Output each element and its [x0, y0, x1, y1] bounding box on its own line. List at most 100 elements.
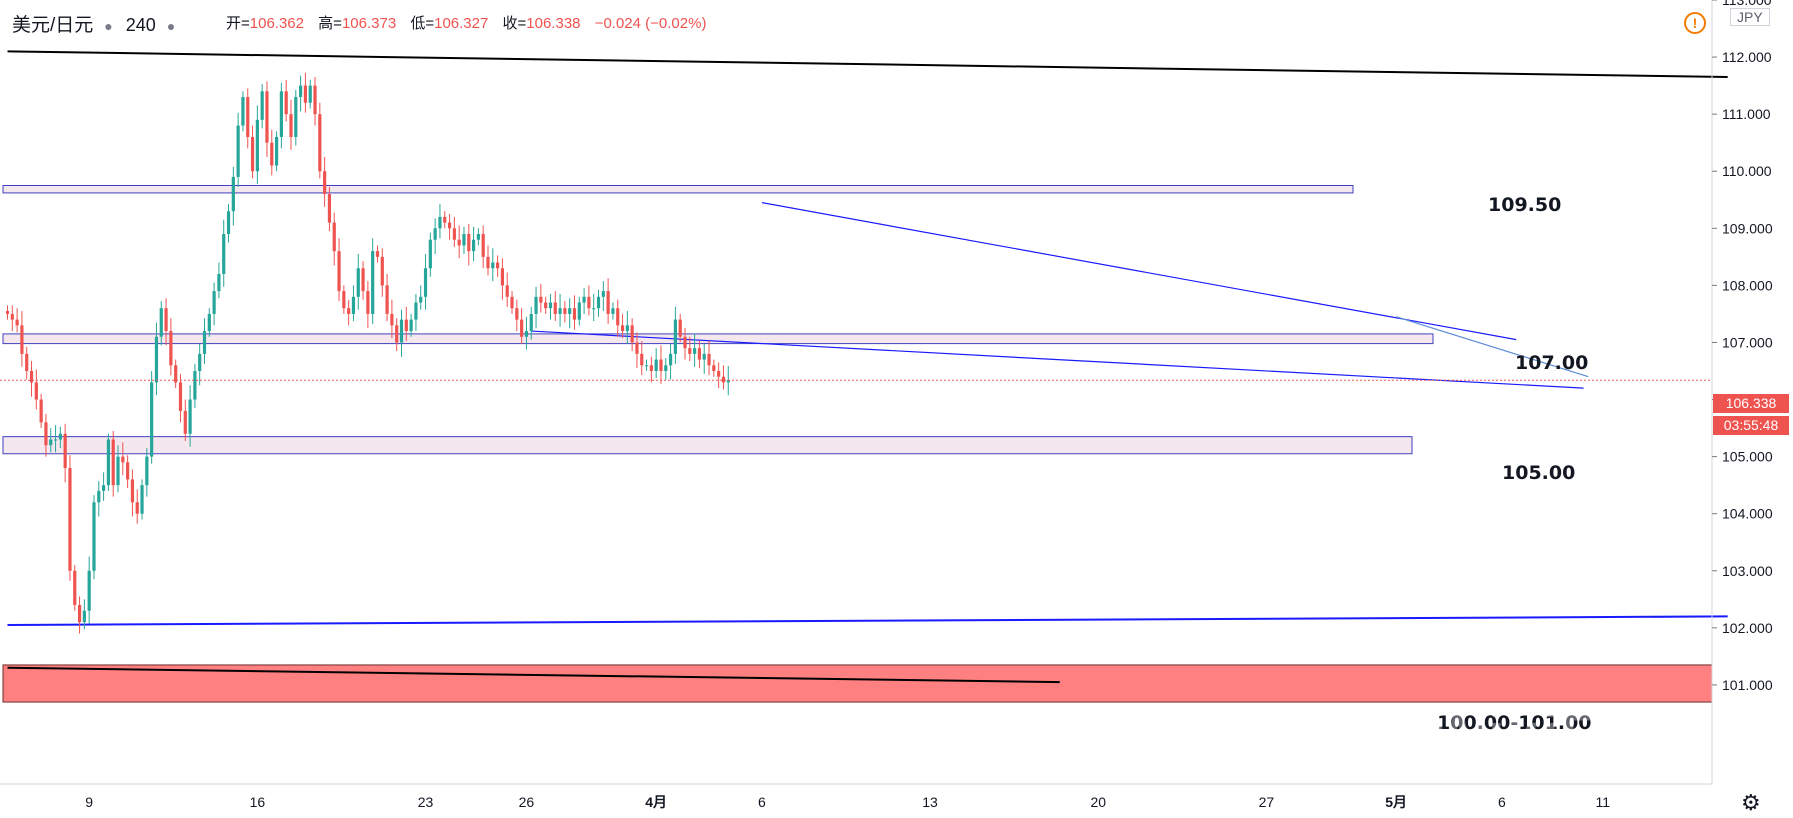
candle-body [246, 97, 250, 137]
candle-body [63, 433, 67, 469]
trendline-2 [7, 666, 1060, 684]
candle-body [255, 119, 259, 172]
candle-body [649, 365, 653, 371]
y-tick-label: 108.000 [1722, 277, 1773, 293]
candle-body [169, 331, 173, 366]
trendline-4 [531, 330, 1584, 389]
candle-body [606, 291, 610, 314]
candle-body [678, 319, 682, 337]
candle-body [371, 251, 375, 314]
candle-body [77, 605, 82, 623]
candle-body [49, 439, 53, 446]
candle-body [198, 353, 202, 371]
candle-body [313, 85, 317, 115]
candle-body [668, 353, 673, 366]
candle-body [178, 382, 183, 411]
warning-icon[interactable]: ! [1684, 12, 1706, 34]
candle-body [308, 85, 312, 103]
x-tick-label: 26 [519, 794, 535, 810]
candle-body [592, 308, 596, 310]
y-tick-label: 111.000 [1722, 106, 1771, 122]
candle-body [500, 268, 505, 286]
x-tick-label: 20 [1090, 794, 1106, 810]
candle-body [303, 85, 308, 103]
currency-label[interactable]: JPY [1730, 8, 1770, 26]
change-value: −0.024 (−0.02%) [594, 15, 707, 32]
candle-body [375, 251, 380, 257]
candle-body [15, 319, 19, 326]
x-tick-label: 6 [1498, 794, 1506, 810]
candle-body [611, 308, 615, 314]
x-tick-label: 13 [922, 794, 938, 810]
candle-body [5, 311, 10, 314]
candle-body [150, 382, 154, 457]
candle-body [404, 319, 408, 332]
watermark-logo: WikiFX [1430, 701, 1642, 768]
candle-body [10, 313, 14, 320]
candle-body [159, 308, 163, 337]
candle-body [491, 262, 495, 269]
candle-body [327, 194, 332, 223]
candle-body [337, 251, 341, 292]
symbol-name[interactable]: 美元/日元 [12, 15, 94, 36]
candle-body [447, 222, 452, 229]
candle-body [97, 490, 101, 503]
current-price-tag: 106.338 [1713, 394, 1789, 413]
candle-body [524, 331, 529, 337]
candle-body [260, 91, 264, 120]
candle-body [620, 325, 625, 332]
candle-body [351, 296, 356, 314]
candle-body [433, 228, 437, 240]
candle-body [467, 234, 471, 252]
candle-body [25, 353, 29, 371]
candle-body [688, 348, 692, 354]
y-tick-label: 113.000 [1722, 0, 1772, 8]
candle-body [510, 296, 514, 309]
candle-body [236, 125, 240, 177]
candle-body [693, 348, 697, 354]
candle-body [452, 228, 456, 240]
candle-body [712, 365, 716, 371]
candle-body [707, 353, 711, 366]
candle-body [116, 456, 120, 486]
candle-body [683, 336, 687, 349]
candle-body [82, 610, 86, 623]
candle-body [664, 365, 668, 371]
open-value: 106.362 [249, 15, 304, 32]
close-label: 收= [502, 15, 527, 32]
interval-label[interactable]: 240 [125, 15, 156, 35]
candle-body [428, 239, 432, 269]
candle-body [673, 319, 677, 354]
candle-body [640, 353, 644, 366]
candle-body [323, 171, 327, 195]
settings-gear-icon[interactable]: ⚙ [1741, 790, 1761, 815]
y-tick-label: 107.000 [1722, 334, 1773, 350]
x-tick-label: 16 [250, 794, 266, 810]
x-tick-label: 23 [418, 794, 434, 810]
trendline-0 [7, 50, 1728, 79]
candle-body [73, 570, 77, 606]
candle-body [356, 268, 360, 297]
candle-body [457, 239, 461, 246]
candle-body [471, 239, 476, 252]
candle-body [496, 262, 500, 269]
candle-body [486, 256, 490, 269]
candle-body [299, 85, 303, 98]
candle-body [721, 376, 726, 383]
candle-body [241, 97, 245, 126]
candle-body [544, 302, 548, 309]
candle-body [222, 234, 226, 274]
candle-body [29, 371, 34, 383]
candle-body [20, 325, 24, 354]
y-tick-label: 109.000 [1722, 220, 1773, 236]
candle-body [548, 302, 553, 309]
candle-body [53, 439, 58, 441]
candle-body [409, 319, 413, 332]
candle-body [726, 380, 730, 383]
symbol-header[interactable]: 美元/日元 ● 240 ● [12, 10, 183, 37]
open-label: 开= [226, 15, 250, 32]
candle-body [659, 359, 663, 371]
candle-body [423, 268, 428, 297]
level-label-109-50: 109.50 [1488, 194, 1562, 216]
